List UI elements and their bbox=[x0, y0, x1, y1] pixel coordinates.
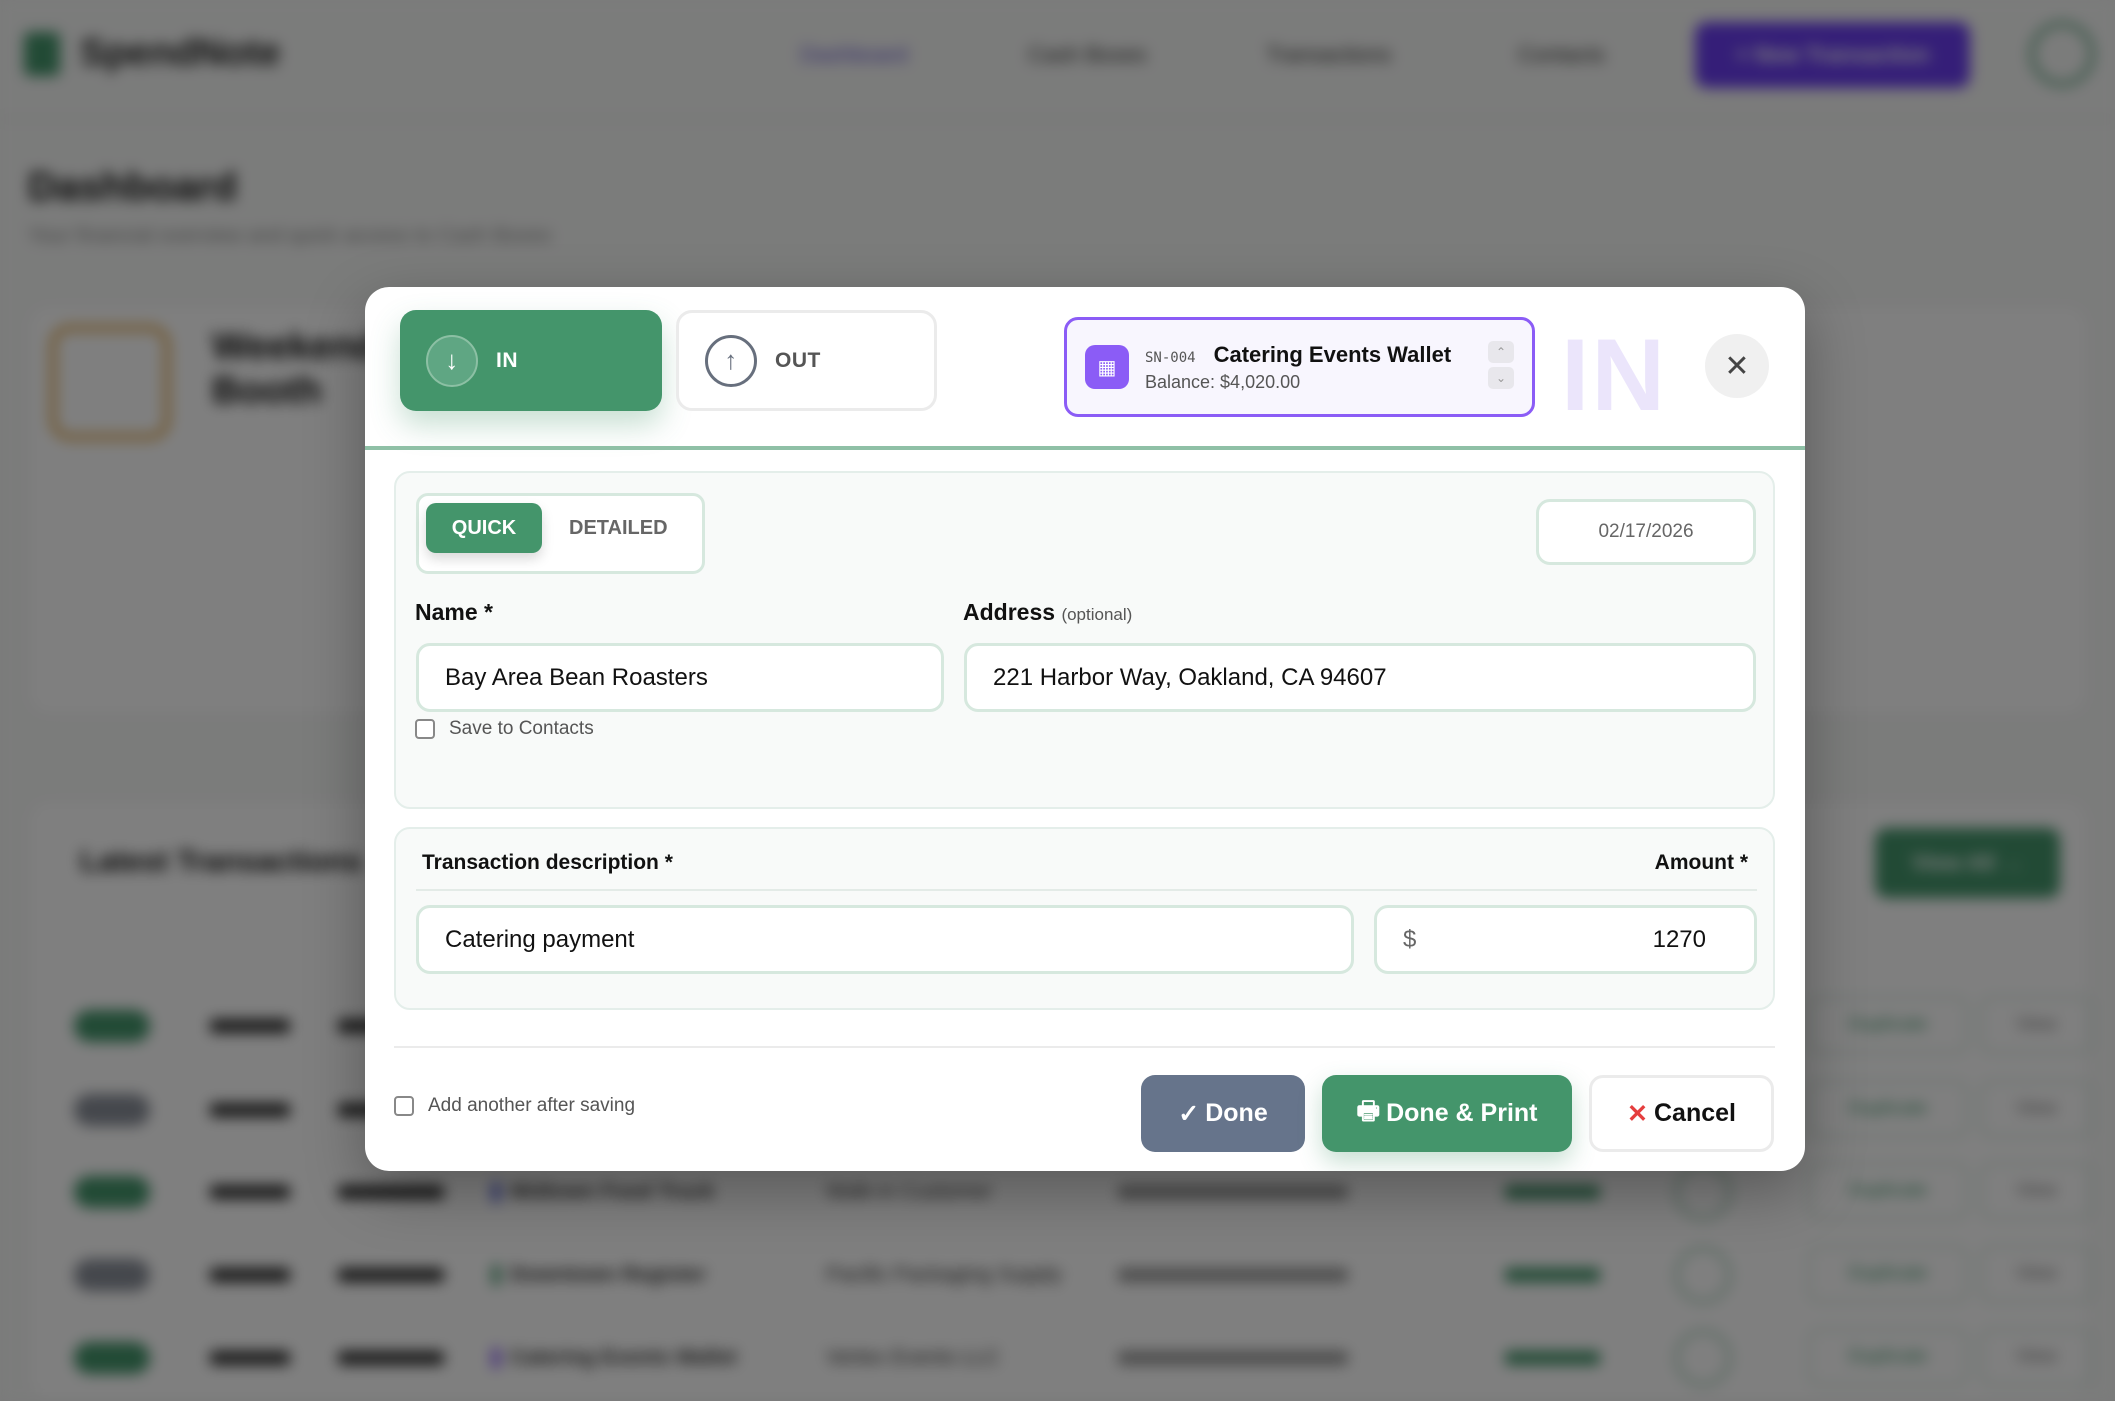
amount-input[interactable]: $ 1270 bbox=[1374, 905, 1757, 974]
cancel-label: Cancel bbox=[1653, 1099, 1736, 1127]
cancel-button[interactable]: ✕ Cancel bbox=[1589, 1075, 1774, 1152]
accent-divider bbox=[365, 446, 1805, 450]
cash-box-selector[interactable]: ▦ SN-004 Catering Events Wallet Balance:… bbox=[1064, 317, 1535, 417]
new-transaction-modal: ↓ IN ↑ OUT ▦ SN-004 Catering Events Wall… bbox=[365, 287, 1805, 1171]
mode-toggle: QUICK DETAILED bbox=[416, 493, 705, 574]
description-label: Transaction description * bbox=[422, 851, 673, 874]
checkbox-box[interactable] bbox=[394, 1096, 414, 1116]
currency-symbol: $ bbox=[1403, 925, 1417, 953]
address-label-text: Address bbox=[963, 599, 1056, 625]
section-divider bbox=[416, 889, 1757, 891]
chevron-down-icon[interactable]: ⌄ bbox=[1488, 367, 1514, 389]
done-and-print-button[interactable]: 🖶 Done & Print bbox=[1322, 1075, 1572, 1152]
address-input[interactable]: 221 Harbor Way, Oakland, CA 94607 bbox=[964, 643, 1756, 712]
x-icon: ✕ bbox=[1627, 1099, 1648, 1128]
check-icon: ✓ bbox=[1178, 1099, 1200, 1128]
contact-section: QUICK DETAILED 02/17/2026 Name * Address… bbox=[394, 471, 1775, 809]
footer-divider bbox=[394, 1046, 1775, 1048]
mode-quick-tab[interactable]: QUICK bbox=[426, 503, 542, 553]
save-to-contacts-label: Save to Contacts bbox=[449, 718, 594, 739]
arrow-down-icon: ↓ bbox=[426, 334, 478, 387]
mode-detailed-tab[interactable]: DETAILED bbox=[569, 516, 668, 539]
building-icon: ▦ bbox=[1085, 345, 1129, 389]
direction-out-button[interactable]: ↑ OUT bbox=[676, 310, 937, 411]
wallet-name: Catering Events Wallet bbox=[1213, 341, 1452, 367]
arrow-up-icon: ↑ bbox=[705, 334, 757, 387]
amount-label: Amount * bbox=[1654, 851, 1748, 874]
description-input[interactable]: Catering payment bbox=[416, 905, 1354, 974]
address-optional: (optional) bbox=[1061, 605, 1133, 624]
name-input[interactable]: Bay Area Bean Roasters bbox=[416, 643, 944, 712]
close-icon[interactable]: ✕ bbox=[1705, 334, 1769, 398]
done-button[interactable]: ✓ Done bbox=[1141, 1075, 1305, 1152]
direction-in-label: IN bbox=[496, 348, 518, 372]
direction-out-label: OUT bbox=[775, 348, 821, 372]
amount-value: 1270 bbox=[1652, 925, 1706, 953]
direction-in-button[interactable]: ↓ IN bbox=[400, 310, 662, 411]
printer-icon: 🖶 bbox=[1356, 1097, 1381, 1125]
date-field[interactable]: 02/17/2026 bbox=[1536, 499, 1756, 565]
save-to-contacts-checkbox[interactable]: Save to Contacts bbox=[415, 718, 594, 740]
wallet-balance: Balance: $4,020.00 bbox=[1145, 371, 1301, 392]
add-another-label: Add another after saving bbox=[428, 1095, 636, 1116]
done-label: Done bbox=[1205, 1099, 1268, 1127]
name-label: Name * bbox=[415, 599, 493, 625]
address-label: Address (optional) bbox=[963, 599, 1132, 626]
transaction-section: Transaction description * Amount * Cater… bbox=[394, 827, 1775, 1010]
add-another-checkbox[interactable]: Add another after saving bbox=[394, 1095, 635, 1117]
chevron-up-icon[interactable]: ⌃ bbox=[1488, 341, 1514, 363]
wallet-id: SN-004 bbox=[1145, 349, 1196, 366]
direction-watermark: IN bbox=[1561, 318, 1667, 432]
checkbox-box[interactable] bbox=[415, 719, 435, 739]
done-print-label: Done & Print bbox=[1386, 1099, 1538, 1127]
